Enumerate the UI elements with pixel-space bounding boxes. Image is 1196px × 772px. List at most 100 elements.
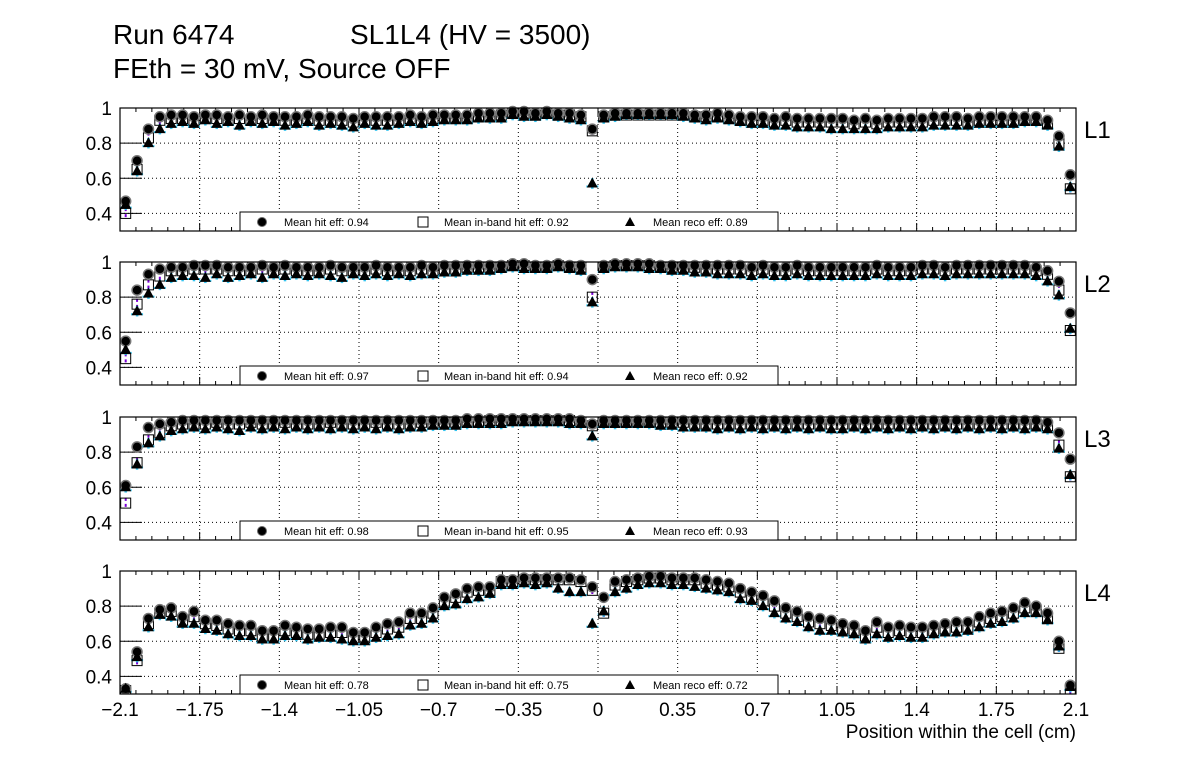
hit-marker bbox=[154, 418, 166, 430]
panel-l3: 0.4 0.6 0.8 1 Mean hit eff: 0.98 Mean in-band… bbox=[86, 408, 1111, 541]
reco-marker bbox=[768, 270, 780, 281]
reco-marker bbox=[518, 577, 530, 588]
reco-marker bbox=[609, 586, 621, 597]
legend-hit-value: 0.97 bbox=[347, 371, 368, 383]
reco-marker bbox=[359, 270, 371, 281]
hit-marker bbox=[882, 621, 894, 633]
reco-marker bbox=[825, 270, 837, 281]
hit-marker bbox=[836, 112, 849, 125]
reco-marker bbox=[655, 263, 667, 274]
reco-marker bbox=[734, 268, 746, 279]
legend-box bbox=[239, 365, 779, 386]
reco-marker bbox=[222, 271, 234, 282]
reco-marker bbox=[757, 600, 769, 611]
reco-marker bbox=[928, 628, 940, 639]
reco-marker bbox=[803, 270, 815, 281]
reco-marker bbox=[643, 418, 655, 429]
reco-marker bbox=[609, 261, 621, 272]
title-chamber: SL1L4 (HV = 3500) bbox=[350, 19, 591, 50]
reco-marker bbox=[290, 630, 302, 641]
reco-marker bbox=[996, 423, 1008, 434]
reco-marker bbox=[484, 264, 496, 275]
hit-marker bbox=[324, 621, 337, 633]
reco-marker bbox=[142, 621, 154, 632]
reco-marker bbox=[985, 617, 997, 628]
hit-marker bbox=[552, 572, 564, 584]
legend-reco-text: Mean reco eff: bbox=[653, 526, 726, 538]
y-tick-label: 0.8 bbox=[86, 134, 112, 155]
reco-marker bbox=[598, 263, 610, 274]
legend-inband-value: 0.95 bbox=[547, 526, 568, 538]
hit-marker bbox=[302, 623, 314, 635]
reco-marker bbox=[1053, 640, 1065, 651]
reco-marker bbox=[1019, 607, 1031, 618]
reco-marker bbox=[495, 112, 507, 123]
panel-l4: 0.4 0.6 0.8 1 Mean hit eff: 0.78 Mean in-band… bbox=[86, 562, 1111, 695]
title-conditions: FEth = 30 mV, Source OFF bbox=[113, 53, 450, 84]
hit-marker bbox=[1007, 602, 1020, 614]
y-tick-label: 0.6 bbox=[86, 632, 112, 653]
x-tick-label: −1.4 bbox=[261, 700, 299, 721]
legend-l2: Mean hit eff: 0.97 Mean in-band hit eff: … bbox=[239, 365, 779, 386]
x-tick-label: −2.1 bbox=[101, 700, 139, 721]
reco-marker bbox=[1019, 116, 1031, 127]
reco-marker bbox=[973, 423, 985, 434]
reco-marker bbox=[507, 579, 519, 590]
reco-marker bbox=[985, 421, 997, 432]
reco-marker bbox=[700, 114, 712, 125]
reco-marker bbox=[268, 116, 280, 127]
reco-marker bbox=[700, 266, 712, 277]
reco-marker bbox=[256, 633, 268, 644]
legend-reco-text: Mean reco eff: bbox=[653, 371, 726, 383]
legend-reco-value: 0.72 bbox=[726, 680, 747, 692]
reco-marker bbox=[939, 626, 951, 637]
reco-marker bbox=[700, 582, 712, 593]
reco-marker bbox=[700, 421, 712, 432]
reco-marker bbox=[791, 268, 803, 279]
reco-marker bbox=[416, 117, 428, 128]
reco-marker bbox=[803, 423, 815, 434]
reco-marker bbox=[188, 617, 200, 628]
reco-marker bbox=[245, 630, 257, 641]
reco-marker bbox=[643, 577, 655, 588]
hit-marker bbox=[131, 284, 143, 296]
reco-marker bbox=[689, 266, 701, 277]
hit-marker bbox=[563, 572, 576, 584]
reco-marker bbox=[598, 418, 610, 429]
legend-hit-value: 0.94 bbox=[347, 217, 368, 229]
reco-marker bbox=[780, 423, 792, 434]
reco-marker bbox=[712, 268, 723, 279]
reco-marker bbox=[313, 421, 325, 432]
reco-marker bbox=[177, 617, 189, 628]
reco-marker bbox=[586, 617, 598, 628]
reco-marker bbox=[211, 268, 223, 279]
hit-marker bbox=[336, 621, 348, 633]
legend-hit-value: 0.98 bbox=[347, 526, 368, 538]
reco-marker bbox=[552, 416, 564, 427]
reco-marker bbox=[381, 421, 393, 432]
reco-marker bbox=[848, 628, 860, 639]
reco-marker bbox=[575, 586, 587, 597]
reco-marker bbox=[871, 628, 883, 639]
reco-marker bbox=[279, 423, 291, 434]
reco-marker bbox=[450, 114, 462, 125]
reco-marker bbox=[962, 624, 974, 635]
y-tick-label: 0.6 bbox=[86, 169, 112, 190]
hit-marker bbox=[381, 617, 394, 630]
reco-marker bbox=[427, 612, 439, 623]
reco-marker bbox=[814, 270, 826, 281]
hit-marker bbox=[279, 619, 291, 632]
reco-marker bbox=[188, 270, 200, 281]
reco-marker bbox=[586, 296, 598, 307]
reco-marker bbox=[632, 109, 644, 120]
reco-marker bbox=[1007, 117, 1019, 128]
reco-marker bbox=[689, 580, 701, 591]
reco-marker bbox=[313, 631, 325, 642]
reco-marker bbox=[905, 270, 917, 281]
x-tick-label: −0.7 bbox=[420, 700, 458, 721]
reco-marker bbox=[871, 123, 883, 134]
hit-marker bbox=[404, 607, 416, 619]
y-tick-label: 0.8 bbox=[86, 288, 112, 309]
y-tick-label: 1 bbox=[101, 562, 112, 583]
